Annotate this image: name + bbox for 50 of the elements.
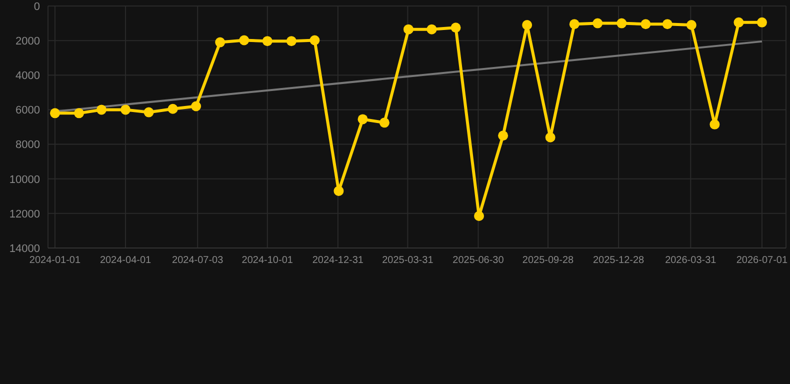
point (616, 18, 627, 28)
x-tick-label: 2025-12-28 (592, 255, 645, 266)
point (756, 17, 767, 28)
point (286, 36, 296, 46)
point (310, 35, 320, 46)
point (379, 118, 390, 128)
point (522, 20, 532, 30)
point (74, 108, 84, 118)
point (426, 24, 437, 34)
x-tick-label: 2025-03-31 (382, 255, 434, 266)
y-tick-label: 12000 (9, 208, 40, 220)
point (734, 17, 744, 28)
y-tick-label: 4000 (16, 70, 40, 82)
point (50, 108, 60, 118)
y-tick-label: 6000 (16, 104, 40, 117)
point (545, 132, 556, 142)
point (686, 20, 696, 30)
point (120, 104, 131, 115)
point (144, 107, 154, 118)
point (191, 101, 202, 112)
point (215, 37, 226, 48)
point (450, 22, 461, 33)
x-tick-label: 2024-04-01 (100, 255, 152, 266)
point (96, 104, 106, 115)
y-tick-label: 10000 (9, 174, 40, 186)
point (592, 18, 603, 28)
x-tick-label: 2026-03-31 (665, 255, 717, 266)
point (403, 24, 414, 34)
point (662, 19, 672, 30)
point (474, 211, 484, 222)
y-tick-label: 2000 (16, 35, 40, 48)
point (710, 119, 720, 130)
point (239, 35, 250, 46)
x-tick-label: 2024-01-01 (29, 255, 81, 266)
x-tick-label: 2026-07-01 (736, 255, 788, 266)
point (569, 19, 580, 30)
y-tick-label: 8000 (16, 139, 40, 152)
point (168, 104, 178, 114)
x-tick-label: 2024-07-03 (172, 255, 224, 266)
point (262, 36, 272, 46)
y-tick-label: 14000 (9, 242, 40, 255)
y-tick-label: 0 (34, 0, 40, 13)
point (498, 130, 508, 141)
x-tick-label: 2025-06-30 (452, 255, 504, 266)
x-tick-label: 2024-10-01 (242, 255, 294, 266)
x-tick-label: 2024-12-31 (312, 255, 364, 266)
point (358, 114, 368, 124)
point (640, 19, 651, 30)
point (334, 186, 344, 196)
x-tick-label: 2025-09-28 (522, 255, 574, 266)
